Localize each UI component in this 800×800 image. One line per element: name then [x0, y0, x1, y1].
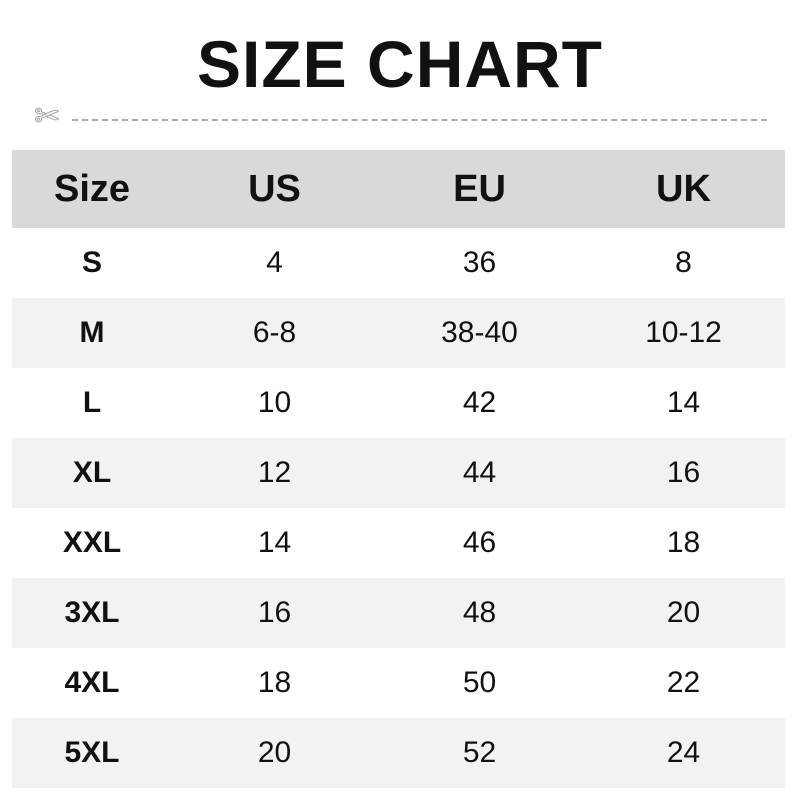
cell-uk: 20 — [666, 596, 701, 629]
cut-line: ✄ — [34, 100, 774, 133]
cell-uk: 14 — [666, 386, 701, 419]
cell-us: 12 — [257, 456, 292, 489]
cell-eu: 46 — [462, 526, 497, 559]
cell-size: S — [81, 246, 102, 279]
header-size: Size — [53, 167, 131, 210]
cell-eu: 44 — [462, 456, 497, 489]
size-table: Size US EU UK S 4 36 8 M 6-8 38-40 10-12 L 10 42 14… — [12, 150, 785, 788]
cell-uk: 16 — [666, 456, 701, 489]
cell-size: 3XL — [64, 596, 120, 629]
cell-eu: 50 — [462, 666, 497, 699]
cell-size: L — [82, 386, 102, 419]
table-row: XXL 14 46 18 — [12, 508, 785, 578]
cell-us: 20 — [257, 736, 292, 769]
cell-us: 16 — [257, 596, 292, 629]
cell-eu: 48 — [462, 596, 497, 629]
table-row: 4XL 18 50 22 — [12, 648, 785, 718]
table-row: XL 12 44 16 — [12, 438, 785, 508]
cell-size: 5XL — [64, 736, 120, 769]
table-row: 5XL 20 52 24 — [12, 718, 785, 788]
table-row: M 6-8 38-40 10-12 — [12, 298, 785, 368]
cell-us: 10 — [257, 386, 292, 419]
cell-uk: 8 — [675, 246, 692, 279]
table-row: 3XL 16 48 20 — [12, 578, 785, 648]
cell-eu: 36 — [462, 246, 497, 279]
cell-size: M — [79, 316, 105, 349]
cell-us: 14 — [257, 526, 292, 559]
cell-uk: 10-12 — [645, 316, 722, 349]
header-us: US — [248, 167, 301, 210]
cell-us: 4 — [266, 246, 283, 279]
header-uk: UK — [656, 167, 711, 210]
cell-uk: 22 — [666, 666, 701, 699]
table-row: L 10 42 14 — [12, 368, 785, 438]
cell-uk: 18 — [666, 526, 701, 559]
cell-size: XL — [72, 456, 112, 489]
table-row: S 4 36 8 — [12, 228, 785, 298]
cell-us: 18 — [257, 666, 292, 699]
cell-eu: 52 — [462, 736, 497, 769]
cell-eu: 42 — [462, 386, 497, 419]
cell-eu: 38-40 — [441, 316, 518, 349]
scissors-icon: ✄ — [34, 100, 60, 133]
page-title: SIZE CHART — [197, 27, 603, 101]
dashed-divider — [72, 119, 767, 121]
cell-us: 6-8 — [252, 316, 297, 349]
cell-size: XXL — [62, 526, 122, 559]
cell-size: 4XL — [64, 666, 120, 699]
header-eu: EU — [453, 167, 506, 210]
table-header: Size US EU UK — [12, 150, 785, 228]
cell-uk: 24 — [666, 736, 701, 769]
